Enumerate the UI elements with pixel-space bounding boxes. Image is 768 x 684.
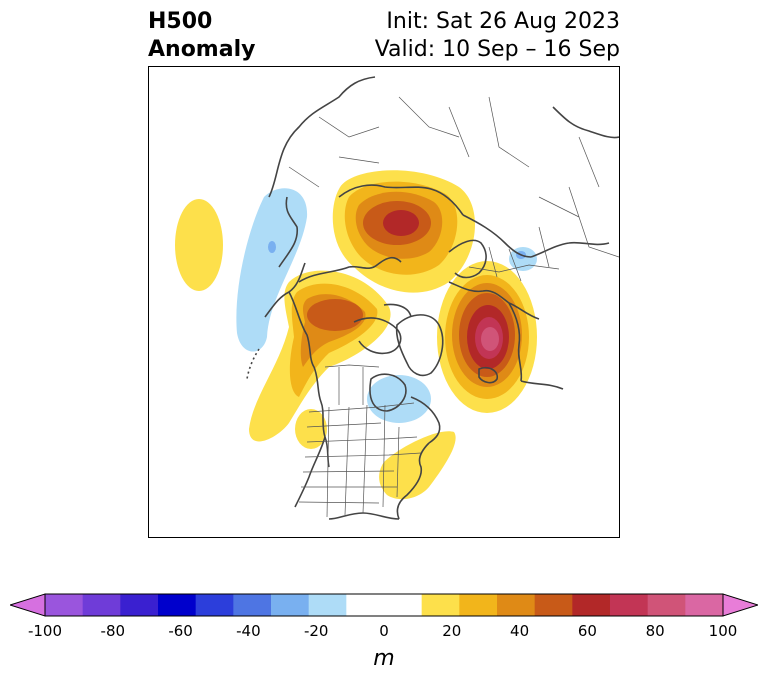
- title-right: Init: Sat 26 Aug 2023 Valid: 10 Sep – 16…: [375, 8, 620, 64]
- colorbar-cell: [308, 594, 347, 616]
- colorbar-cell: [233, 594, 272, 616]
- init-label: Init: Sat 26 Aug 2023: [386, 9, 620, 34]
- anomaly-siberia-negative-core: [268, 241, 276, 253]
- colorbar-tick-label: 80: [645, 622, 665, 640]
- colorbar-tick-label: 100: [708, 622, 738, 640]
- colorbar-cell: [384, 594, 423, 616]
- colorbar-cell: [572, 594, 611, 616]
- colorbar-cell: [610, 594, 649, 616]
- colorbar-tick-label: 60: [577, 622, 597, 640]
- colorbar-tick-label: 40: [510, 622, 530, 640]
- valid-label: Valid: 10 Sep – 16 Sep: [374, 37, 620, 62]
- title-left: H500 Anomaly: [148, 8, 255, 64]
- colorbar-cell: [271, 594, 310, 616]
- colorbar-ticks: -100 -80 -60 -40 -20 0 20 40 60 80 100: [0, 622, 768, 642]
- anomaly-bering-positive: [175, 199, 223, 291]
- colorbar-cell: [158, 594, 197, 616]
- variable-label: H500: [148, 9, 213, 34]
- colorbar-tick-label: -20: [303, 622, 329, 640]
- colorbar-tick-label: 20: [442, 622, 462, 640]
- colorbar-cell: [195, 594, 234, 616]
- field-label: Anomaly: [148, 37, 256, 62]
- colorbar-cell: [346, 594, 385, 616]
- anomaly-siberia-negative: [236, 188, 308, 352]
- colorbar-cell: [82, 594, 121, 616]
- anomaly-europe-positive: [437, 261, 537, 413]
- political-borders: [288, 96, 619, 518]
- colorbar-tick-label: -40: [236, 622, 261, 640]
- colorbar-tick-label: -80: [100, 622, 126, 640]
- anomaly-hudson-negative: [367, 375, 431, 423]
- colorbar-extend-max: [722, 593, 758, 617]
- colorbar-cells: [45, 594, 724, 616]
- colorbar-tick-label: -60: [168, 622, 193, 640]
- anomaly-alaska-positive: [249, 270, 391, 442]
- anomaly-shading: [175, 170, 537, 500]
- colorbar-cell: [685, 594, 724, 616]
- colorbar-cell: [120, 594, 159, 616]
- colorbar: [10, 593, 758, 617]
- colorbar-cell: [459, 594, 498, 616]
- colorbar-cell: [45, 594, 84, 616]
- colorbar-tick-label: 0: [379, 622, 389, 640]
- colorbar-cell: [647, 594, 686, 616]
- anomaly-map: [148, 66, 620, 538]
- coastlines: [246, 76, 619, 520]
- colorbar-cell: [497, 594, 536, 616]
- map-svg: [175, 76, 619, 520]
- anomaly-eastus-positive: [379, 431, 456, 500]
- colorbar-unit-label: m: [373, 646, 395, 671]
- anomaly-arctic-positive: [332, 170, 476, 293]
- anomaly-bc-positive: [295, 409, 327, 449]
- colorbar-cell: [421, 594, 460, 616]
- colorbar-extend-min: [10, 593, 46, 617]
- colorbar-cell: [534, 594, 573, 616]
- colorbar-tick-label: -100: [27, 622, 63, 640]
- colorbar-outline: [44, 593, 724, 617]
